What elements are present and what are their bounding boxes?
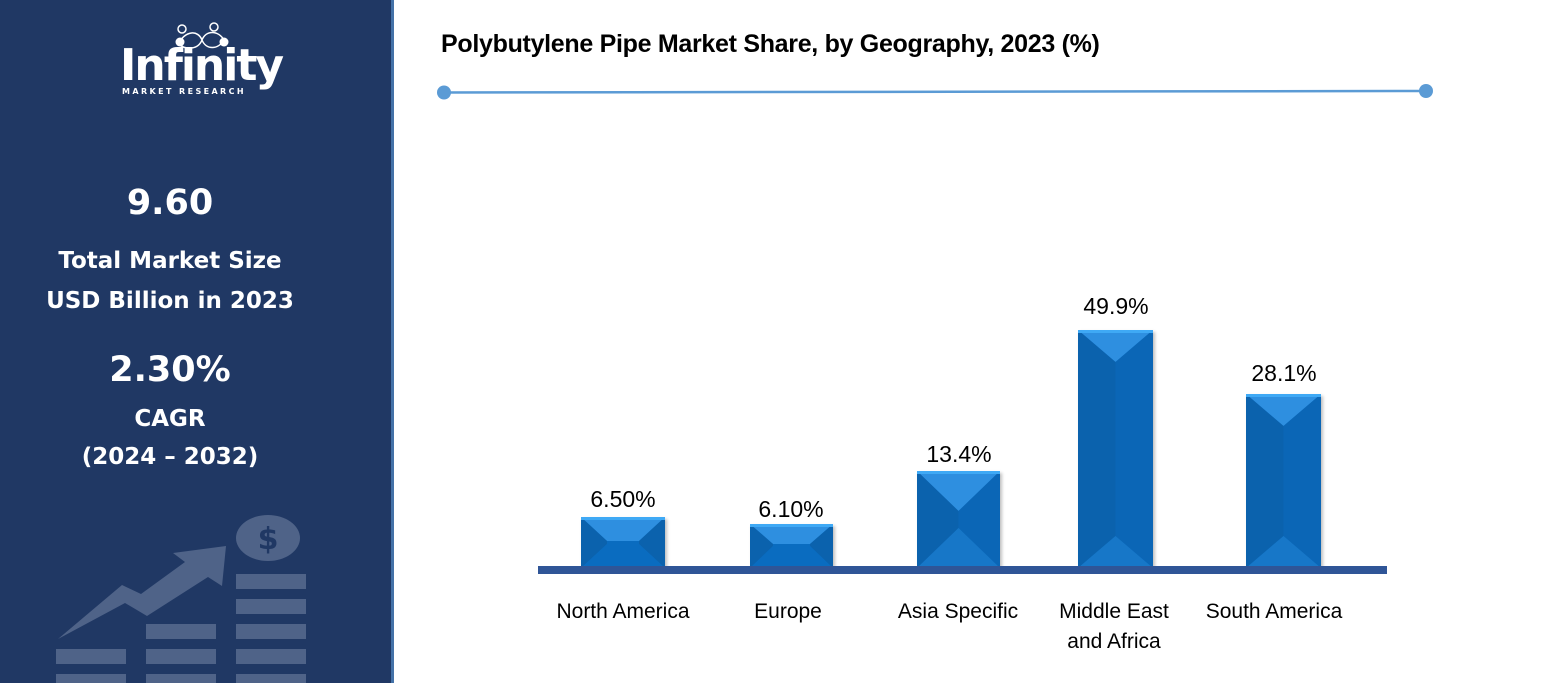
title-underline [437, 84, 1433, 100]
bar-value-label: 6.50% [590, 486, 656, 512]
bar-south-america [1246, 394, 1321, 568]
market-size-label-2: USD Billion in 2023 [46, 288, 294, 314]
logo: Infinity MARKET RESEARCH [110, 22, 284, 102]
bar-europe [750, 524, 833, 568]
sidebar: Infinity MARKET RESEARCH 9.60 Total Mark… [0, 0, 391, 683]
bar-value-label: 28.1% [1251, 360, 1317, 386]
category-label-north-america: North America [556, 600, 690, 623]
category-label-line: and Africa [1067, 630, 1161, 653]
category-label-asia-specific: Asia Specific [897, 600, 1019, 623]
svg-text:$: $ [258, 522, 279, 557]
infinity-people-icon [175, 22, 229, 49]
x-axis-line [538, 566, 1387, 574]
cagr-period: (2024 – 2032) [81, 444, 259, 470]
category-label-europe: Europe [754, 600, 822, 623]
bar-asia-specific [917, 471, 1000, 568]
cagr-label: CAGR [134, 406, 206, 432]
logo-wordmark: Infinity [120, 40, 284, 91]
chart-title: Polybutylene Pipe Market Share, by Geogr… [441, 30, 1100, 58]
market-size-value: 9.60 [126, 183, 214, 223]
bar-middle-east-africa [1078, 330, 1153, 568]
sidebar-divider [391, 0, 394, 683]
category-label-middle-east-africa: Middle East and Africa [1029, 597, 1199, 657]
category-label-line: Middle East [1059, 600, 1169, 623]
growth-chart-dollar-icon: $ [56, 515, 306, 683]
category-label-south-america: South America [1205, 600, 1343, 623]
market-size-label-1: Total Market Size [58, 248, 282, 274]
bar-value-label: 13.4% [926, 441, 992, 467]
bar-value-label: 6.10% [758, 496, 824, 522]
cagr-value: 2.30% [109, 350, 231, 390]
bar-north-america [581, 517, 665, 568]
bar-value-label: 49.9% [1083, 293, 1149, 319]
logo-tagline: MARKET RESEARCH [122, 87, 246, 96]
